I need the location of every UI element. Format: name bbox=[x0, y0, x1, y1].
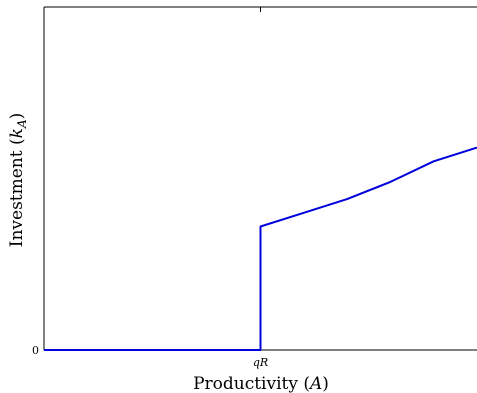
x-axis-label: Productivity (A) bbox=[193, 374, 329, 393]
y-axis-label-var: k bbox=[7, 128, 27, 138]
tick-labels: qR 0 bbox=[32, 344, 268, 369]
series-line bbox=[44, 146, 477, 351]
y-tick-label-0: 0 bbox=[32, 344, 39, 357]
y-axis-label: Investment (kA) bbox=[7, 113, 29, 248]
y-axis-label-sub: A bbox=[15, 119, 29, 129]
x-axis-label-text: Productivity bbox=[193, 374, 298, 393]
y-axis-label-text: Investment bbox=[7, 150, 27, 247]
x-tick-label-0: qR bbox=[253, 356, 268, 369]
x-axis-label-var: A bbox=[308, 374, 322, 393]
